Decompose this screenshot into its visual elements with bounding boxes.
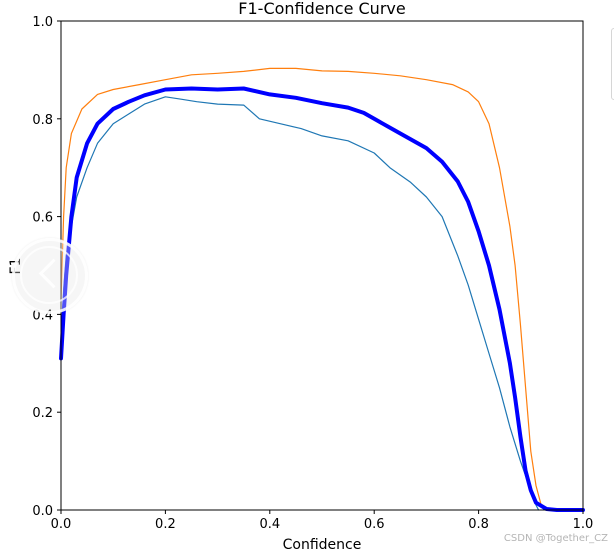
x-tick-label-5: 1.0 — [573, 517, 594, 532]
series-line-1 — [60, 67, 548, 511]
y-tick-label-1: 0.2 — [32, 406, 53, 421]
x-tick-label-0: 0.0 — [51, 517, 72, 532]
y-tick-label-0: 0.0 — [32, 504, 53, 519]
x-tick-label-2: 0.4 — [259, 517, 280, 532]
y-tick-label-5: 1.0 — [32, 15, 53, 30]
x-axis-label: Confidence — [283, 537, 362, 550]
y-tick-label-4: 0.8 — [32, 113, 53, 128]
x-tick-label-4: 0.8 — [468, 517, 489, 532]
y-tick-label-3: 0.6 — [32, 211, 53, 226]
legend-box — [611, 28, 614, 100]
series-line-2 — [59, 86, 585, 512]
chevron-left-icon[interactable] — [12, 238, 88, 314]
watermark: CSDN @Together_CZ — [503, 533, 608, 544]
ticks-layer: 0.0 0.2 0.4 0.6 0.8 1.00.00.20.40.60.81.0 — [32, 15, 593, 532]
chart-title: F1-Confidence Curve — [238, 0, 405, 18]
plot-frame — [60, 20, 584, 511]
series-line-0 — [60, 96, 540, 511]
series-layer — [59, 67, 585, 512]
x-tick-label-3: 0.6 — [364, 517, 385, 532]
x-tick-label-1: 0.2 — [155, 517, 176, 532]
